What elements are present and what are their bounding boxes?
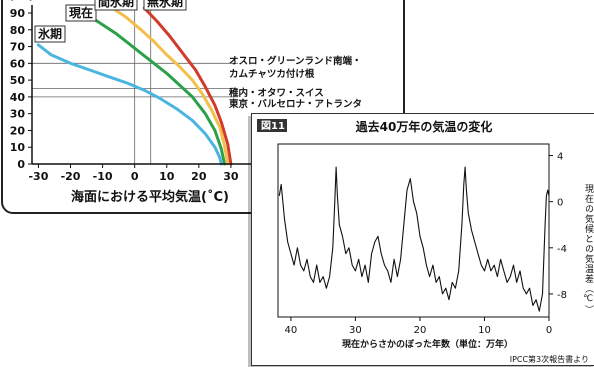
y-tick-label: 50: [10, 74, 26, 87]
x-tick-label: 40: [285, 325, 298, 336]
y-tick-label: 0: [557, 198, 563, 209]
x-tick-label: 10: [159, 170, 175, 183]
y-tick-label: -4: [557, 244, 567, 255]
series-label: 現在: [69, 5, 93, 20]
city-annotation: カムチャツカ付け根: [229, 68, 315, 80]
x-axis-label: 現在からさかのぼった年数（単位：万年）: [342, 338, 513, 350]
x-tick-label: 20: [191, 170, 207, 183]
y-tick-label: 40: [10, 91, 26, 104]
y-tick-label: -8: [557, 290, 567, 301]
source-note: IPCC第3次報告書より: [510, 354, 589, 364]
city-annotation: 東京・バルセロナ・アトランタ: [228, 98, 362, 110]
x-tick-label: -20: [61, 170, 81, 183]
x-tick-label: -10: [93, 170, 113, 183]
y-axis-label: 現在の気候との気温差（℃）: [583, 184, 594, 315]
x-tick-label: -30: [28, 170, 48, 183]
y-tick-label: 90: [10, 7, 26, 20]
y-tick-label: 60: [10, 57, 26, 70]
series-label-box: [34, 25, 66, 43]
series-line-0: [36, 43, 223, 166]
plot-frame: [277, 143, 550, 318]
y-tick-label: 20: [10, 124, 26, 137]
city-annotation: オスロ・グリーンランド南端・: [229, 55, 362, 67]
chart-title: 過去40万年の気温の変化: [355, 119, 493, 134]
y-tick-label: 70: [10, 41, 26, 54]
series-label: 氷期: [37, 26, 62, 41]
x-tick-label: 0: [131, 170, 139, 183]
x-tick-label: 10: [478, 325, 491, 336]
series-line-3: [142, 6, 233, 166]
y-tick-label: 80: [10, 24, 26, 37]
y-tick-label: 30: [10, 108, 26, 121]
series-line-1: [75, 6, 226, 166]
series-label-box: [94, 0, 138, 11]
figure-tag: 図11: [261, 120, 285, 132]
x-axis-label: 海面における平均気温(˚C): [71, 189, 229, 205]
y-axis-unit: (˚N): [9, 0, 34, 2]
x-tick-label: 30: [223, 170, 239, 183]
series-label: 無氷期: [147, 0, 183, 9]
city-annotation: 稚内・オタワ・スイス: [229, 87, 324, 99]
series-label: 間氷期: [98, 0, 134, 9]
x-tick-label: 30: [349, 325, 362, 336]
series-line-2: [110, 6, 230, 166]
series-label-box: [143, 0, 187, 11]
y-tick-label: 4: [557, 152, 563, 163]
x-tick-label: 0: [546, 325, 552, 336]
temperature-history-chart-card: 図11 過去40万年の気温の変化 40 30 20 10 0 4 0 -4 -8 現在の気候との気温差…: [251, 113, 594, 366]
y-tick-label: 0: [17, 158, 25, 171]
x-tick-label: 20: [414, 325, 427, 336]
temperature-line: [278, 166, 550, 312]
series-label-box: [65, 4, 97, 22]
y-tick-label: 10: [10, 141, 26, 154]
figure-tag-box: [257, 119, 287, 132]
